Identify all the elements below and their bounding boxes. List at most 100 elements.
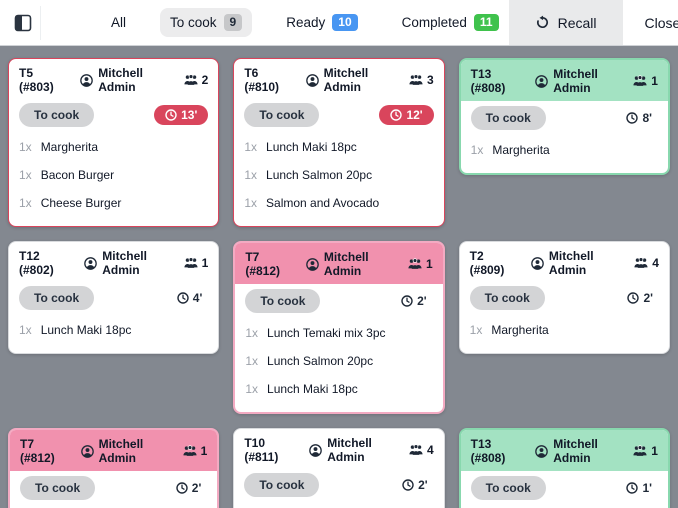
order-item-row[interactable]: 1x Margherita — [471, 136, 658, 164]
server-name: Mitchell Admin — [309, 436, 403, 464]
order-item-row[interactable]: 1x Lunch Salmon 20pc — [245, 347, 432, 375]
order-item-row[interactable]: 1x Lunch Maki 18pc — [245, 375, 432, 403]
item-quantity: 1x — [19, 140, 32, 154]
rotate-ccw-icon — [535, 15, 550, 30]
guest-count: 1 — [408, 257, 433, 271]
status-badge[interactable]: To cook — [470, 476, 546, 500]
order-card[interactable]: T2 (#809) Mitchell Admin — [458, 241, 670, 354]
order-card[interactable]: T6 (#810) Mitchell Admin — [233, 58, 445, 227]
order-card-header: T7 (#812) Mitchell Admin — [10, 430, 218, 471]
order-items: 1x Lunch Maki 18pc — [9, 314, 218, 353]
tab-completed[interactable]: Completed 11 — [392, 8, 509, 38]
status-badge[interactable]: To cook — [20, 476, 96, 500]
item-name: Lunch Salmon 20pc — [266, 168, 373, 182]
item-name: Bacon Burger — [40, 168, 115, 182]
item-quantity: 1x — [245, 382, 259, 396]
status-badge[interactable]: To cook — [244, 103, 320, 127]
server-name-label: Mitchell Admin — [553, 67, 598, 95]
people-icon — [184, 257, 198, 269]
order-timer: 13' — [154, 105, 209, 125]
order-timer-value: 8' — [642, 111, 652, 125]
order-card[interactable]: T7 (#812) Mitchell Admin — [8, 428, 220, 508]
item-quantity: 1x — [469, 323, 483, 337]
clock-icon — [626, 482, 639, 494]
order-card[interactable]: T13 (#808) Mitchell Admin — [458, 58, 670, 175]
clock-icon — [627, 292, 640, 304]
item-quantity: 1x — [244, 168, 258, 182]
order-card[interactable]: T5 (#803) Mitchell Admin — [8, 58, 220, 227]
tab-ready[interactable]: Ready 10 — [276, 8, 367, 38]
order-item-row[interactable]: 1x Margherita — [19, 133, 208, 161]
order-items: 1x Margherita — [460, 314, 669, 353]
guest-count-value: 2 — [201, 73, 209, 87]
order-item-row[interactable]: 1x Lunch Salmon 20pc — [244, 161, 433, 189]
sidebar-toggle-icon — [14, 14, 32, 32]
recall-button[interactable]: Recall — [508, 0, 623, 45]
item-quantity: 1x — [470, 143, 484, 157]
status-badge[interactable]: To cook — [470, 106, 546, 130]
order-card[interactable]: T10 (#811) Mitchell Admin — [233, 428, 445, 508]
order-timer: 2' — [170, 478, 208, 498]
guest-count-value: 1 — [425, 257, 433, 271]
order-item-row[interactable]: 1x Lunch Maki 18pc — [244, 133, 433, 161]
server-name-label: Mitchell Admin — [98, 66, 143, 94]
item-name: Lunch Maki 18pc — [267, 382, 358, 396]
guest-count: 1 — [633, 74, 658, 88]
order-item-row[interactable]: 1x Lunch Temaki mix 3pc — [245, 319, 432, 347]
status-row: To cook 8' — [461, 101, 668, 134]
item-name: Salmon and Avocado — [266, 196, 380, 210]
person-circle-icon — [309, 443, 323, 457]
order-items: 1x Lunch Maki 18pc 1x Lunch Salmon 20pc … — [234, 131, 443, 226]
tab-all-label: All — [111, 14, 127, 30]
order-item-row[interactable]: 1x Spicy Tuna Sandwich — [244, 503, 433, 508]
order-timer-value: 1' — [642, 481, 652, 495]
status-badge[interactable]: To cook — [245, 289, 321, 313]
server-name-label: Mitchell Admin — [102, 249, 147, 277]
server-name-label: Mitchell Admin — [323, 250, 369, 278]
guest-count-value: 4 — [652, 256, 659, 270]
server-name: Mitchell Admin — [305, 66, 403, 94]
tab-to-cook[interactable]: To cook 9 — [160, 7, 253, 38]
close-button[interactable]: Close — [622, 0, 678, 45]
table-number: T13 (#808) — [470, 437, 506, 465]
sidebar-toggle-button[interactable] — [14, 5, 41, 40]
order-timer-value: 2' — [418, 478, 428, 492]
order-timer-value: 2' — [191, 481, 202, 495]
server-name-label: Mitchell Admin — [327, 436, 372, 464]
guest-count-value: 1 — [201, 256, 209, 270]
server-name: Mitchell Admin — [306, 250, 402, 278]
recall-label: Recall — [557, 14, 597, 31]
tab-all[interactable]: All — [101, 9, 136, 36]
order-timer: 8' — [620, 108, 658, 128]
order-card-header: T5 (#803) Mitchell Admin — [9, 59, 218, 98]
order-card[interactable]: T13 (#808) Mitchell Admin — [458, 428, 670, 508]
clock-icon — [177, 292, 189, 304]
guest-count-value: 4 — [426, 443, 434, 457]
completed-count-badge: 11 — [473, 13, 499, 32]
guest-count-value: 1 — [651, 444, 658, 458]
people-icon — [408, 258, 422, 270]
status-badge[interactable]: To cook — [19, 286, 95, 310]
order-items: 1x Spicy Tuna Sandwich 1x Vegetarian 1x … — [234, 501, 443, 508]
server-name-label: Mitchell Admin — [553, 437, 598, 465]
order-card-header: T2 (#809) Mitchell Admin — [460, 242, 669, 281]
order-item-row[interactable]: 1x Lunch Maki 18pc — [19, 316, 208, 344]
status-badge[interactable]: To cook — [244, 473, 320, 497]
order-timer: 4' — [171, 288, 209, 308]
clock-icon — [176, 482, 188, 494]
order-item-row[interactable]: 1x Margherita — [470, 316, 659, 344]
table-number: T12 (#802) — [19, 249, 54, 277]
item-quantity: 1x — [19, 323, 32, 337]
order-card[interactable]: T7 (#812) Mitchell Admin — [233, 241, 445, 414]
status-badge[interactable]: To cook — [19, 103, 95, 127]
order-item-row[interactable]: 1x Bacon Burger — [19, 161, 208, 189]
order-item-row[interactable]: 1x Salmon and Avocado — [244, 189, 433, 217]
status-row: To cook 2' — [460, 281, 669, 314]
item-quantity: 1x — [19, 196, 32, 210]
status-badge[interactable]: To cook — [469, 286, 545, 310]
order-item-row[interactable]: 1x Cheese Burger — [19, 189, 208, 217]
item-quantity: 1x — [244, 140, 258, 154]
order-card[interactable]: T12 (#802) Mitchell Admin — [8, 241, 220, 354]
order-card-header: T13 (#808) Mitchell Admin — [460, 60, 668, 101]
server-name-label: Mitchell Admin — [98, 437, 144, 465]
